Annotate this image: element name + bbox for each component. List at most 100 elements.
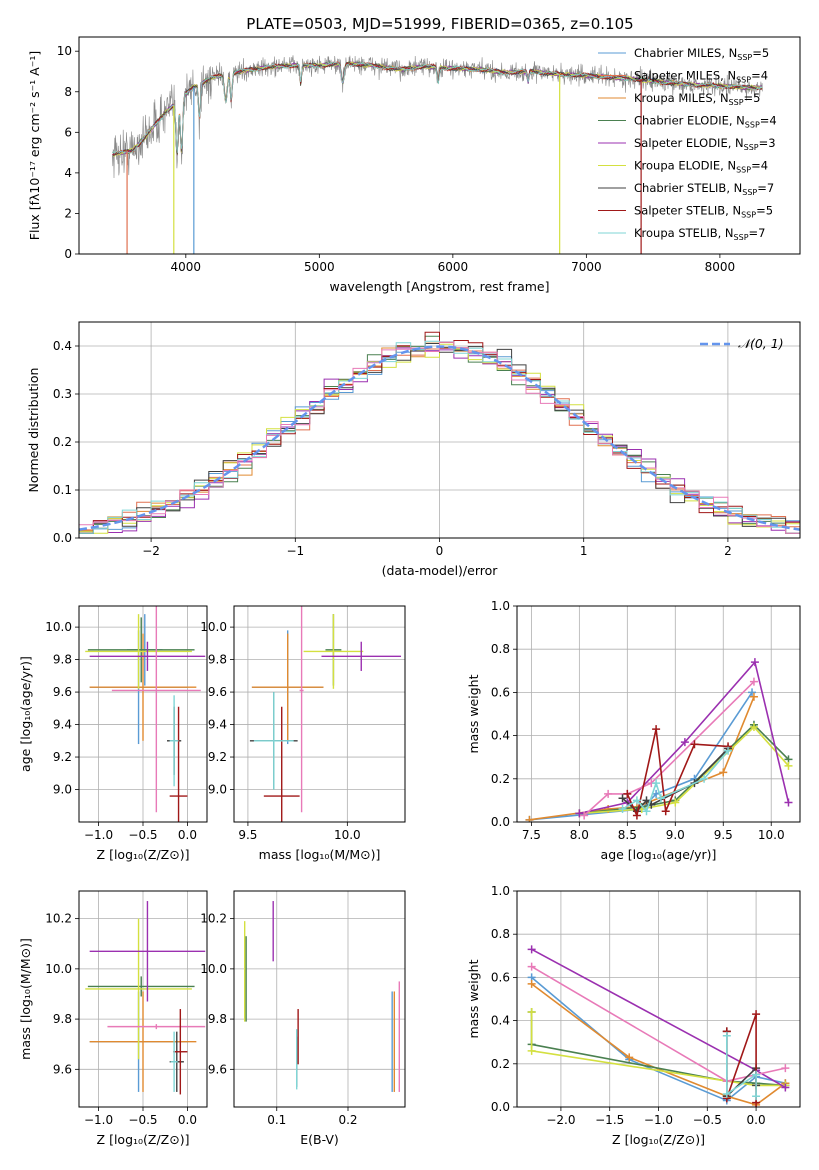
weight_vs_Z-xtick-label: −1.5 [595,1113,624,1127]
legend-entry: 𝒩(0, 1) [738,336,784,351]
weight-point-marker [748,688,757,697]
weight-point-marker [527,945,536,954]
histogram-series-step [79,340,800,534]
weight-point-marker [722,1090,731,1099]
weight_vs_Z-plot-area [527,945,790,1107]
mass_vs_Z-xtick-label: 0.0 [178,1113,197,1127]
age_vs_Z-ytick-label: 9.2 [53,750,72,764]
residuals-xtick-label: −1 [286,544,304,558]
weight_vs_Z-ytick-label: 0.4 [491,1014,510,1028]
spectrum-ytick-label: 8 [64,85,72,99]
weight_vs_age-ytick-label: 0.4 [491,729,510,743]
weight-point-marker [652,779,661,788]
mass_vs_ebv-ytick-label: 9.6 [208,1062,227,1076]
spectrum-xlabel: wavelength [Angstrom, rest frame] [329,279,549,294]
age_vs_Z-ytick-label: 9.0 [53,783,72,797]
axes-frame [78,321,801,539]
residuals-ylabel: Normed distribution [26,368,41,493]
mass_vs_ebv-ytick-label: 10.0 [200,962,227,976]
axes-frame [233,605,406,823]
age_vs_Z-panel: −1.0 −0.5 0.0 9.0 9.2 9.4 9.6 9.8 10.0 Z [log₁₀(Z… [18,605,208,862]
spectrum-xtick-label: 8000 [705,260,736,274]
weight_vs_Z-ytick-label: 0.0 [491,1100,510,1114]
axes-frame [78,890,208,1108]
weight_vs_age-ytick-label: 0.0 [491,815,510,829]
weight-point-marker [750,658,759,667]
legend-entry: Chabrier ELODIE, NSSP=4 [634,114,777,130]
age_vs_Z-ytick-label: 10.0 [45,620,72,634]
weight-series-line [626,728,729,819]
axes-frame [233,890,406,1108]
weight-point-marker [752,1070,761,1079]
age_vs_mass-ytick-label: 9.4 [208,718,227,732]
spectrum-ytick-label: 10 [57,44,72,58]
weight_vs_Z-ytick-label: 0.2 [491,1057,510,1071]
weight_vs_Z-panel: −2.0 −1.5 −1.0 −0.5 0.0 0.0 0.2 0.4 0.6 0.8 1.0 Z [… [466,884,801,1147]
weight_vs_age-xtick-label: 8.5 [618,828,637,842]
legend-entry: Kroupa MILES, NSSP=5 [634,91,760,107]
weight-point-marker [661,807,670,816]
mass_vs_ebv-ytick-label: 9.8 [208,1012,227,1026]
weight-point-marker [580,811,589,820]
spectrum-legend: Chabrier MILES, NSSP=5 Salpeter MILES, NS… [598,46,777,242]
spectrum-ytick-label: 6 [64,125,72,139]
residuals-xlabel: (data-model)/error [382,563,499,578]
weight-point-marker [749,677,758,686]
weight-point-marker [525,815,534,822]
mass_vs_ebv-xtick-label: 0.1 [267,1113,286,1127]
spectrum-ytick-label: 0 [64,247,72,261]
weight-point-marker [752,1010,761,1019]
weight-point-marker [781,1083,790,1092]
spectrum-panel: 4000 5000 6000 7000 8000 0 2 4 6 8 10 wavelength [A… [27,36,801,294]
age_vs_Z-xtick-label: −1.0 [84,828,113,842]
spectrum-model-line [112,61,763,155]
axes-frame [516,605,801,823]
weight-point-marker [752,1092,761,1101]
weight-point-marker [625,1053,634,1062]
weight-point-marker [671,798,680,807]
axes-frame [78,36,801,255]
weight-point-marker [575,809,584,818]
age_vs_Z-xtick-label: −0.5 [128,828,157,842]
age_vs_mass-plot-area [249,606,402,822]
weight_vs_Z-ytick-label: 0.8 [491,927,510,941]
weight-point-marker [724,746,733,755]
weight_vs_age-xtick-label: 10.0 [758,828,785,842]
mass_vs_Z-ylabel: mass [log₁₀(M/M⊙)] [18,938,33,1060]
legend-entry: Kroupa STELIB, NSSP=7 [634,226,765,242]
mass_vs_Z-ytick-label: 10.0 [45,962,72,976]
weight_vs_age-plot-area [525,658,793,822]
age_vs_Z-ytick-label: 9.4 [53,718,72,732]
legend-entry: Chabrier MILES, NSSP=5 [634,46,769,62]
weight-point-marker [623,789,632,798]
legend-entry: Salpeter STELIB, NSSP=5 [634,204,773,220]
spectrum-xtick-label: 5000 [304,260,335,274]
weight-series-line [579,660,790,815]
mass_vs_Z-plot-area [85,901,206,1095]
weight-point-marker [642,796,651,805]
mass_vs_ebv-plot-area [243,901,400,1092]
weight_vs_age-xtick-label: 8.0 [570,828,589,842]
weight_vs_Z-ytick-label: 1.0 [491,884,510,898]
residuals-xtick-label: 2 [724,544,732,558]
weight-point-marker [719,768,728,777]
age_vs_Z-plot-area [85,606,206,822]
histogram-series-step [79,331,800,534]
weight-point-marker [632,796,641,805]
legend-entry: Kroupa ELODIE, NSSP=4 [634,159,768,175]
weight_vs_age-ytick-label: 0.8 [491,642,510,656]
legend-entry: Salpeter ELODIE, NSSP=3 [634,136,776,152]
weight_vs_age-ytick-label: 1.0 [491,599,510,613]
age_vs_mass-xtick-label: 9.5 [238,828,257,842]
mass_vs_ebv-panel: 0.1 0.2 9.6 9.8 10.0 10.2 E(B-V) [200,890,406,1147]
residuals-ytick-label: 0.4 [53,339,72,353]
age_vs_mass-ytick-label: 10.0 [200,620,227,634]
mass_vs_Z-ytick-label: 10.2 [45,912,72,926]
weight-point-marker [690,740,699,749]
mass_vs_ebv-xtick-label: 0.2 [338,1113,357,1127]
spectrum-ylabel: Flux [fλ10⁻¹⁷ erg cm⁻² s⁻¹ A⁻¹] [27,51,42,240]
weight_vs_Z-ytick-label: 0.6 [491,970,510,984]
age_vs_mass-ytick-label: 9.6 [208,685,227,699]
residuals-xtick-label: 1 [580,544,588,558]
